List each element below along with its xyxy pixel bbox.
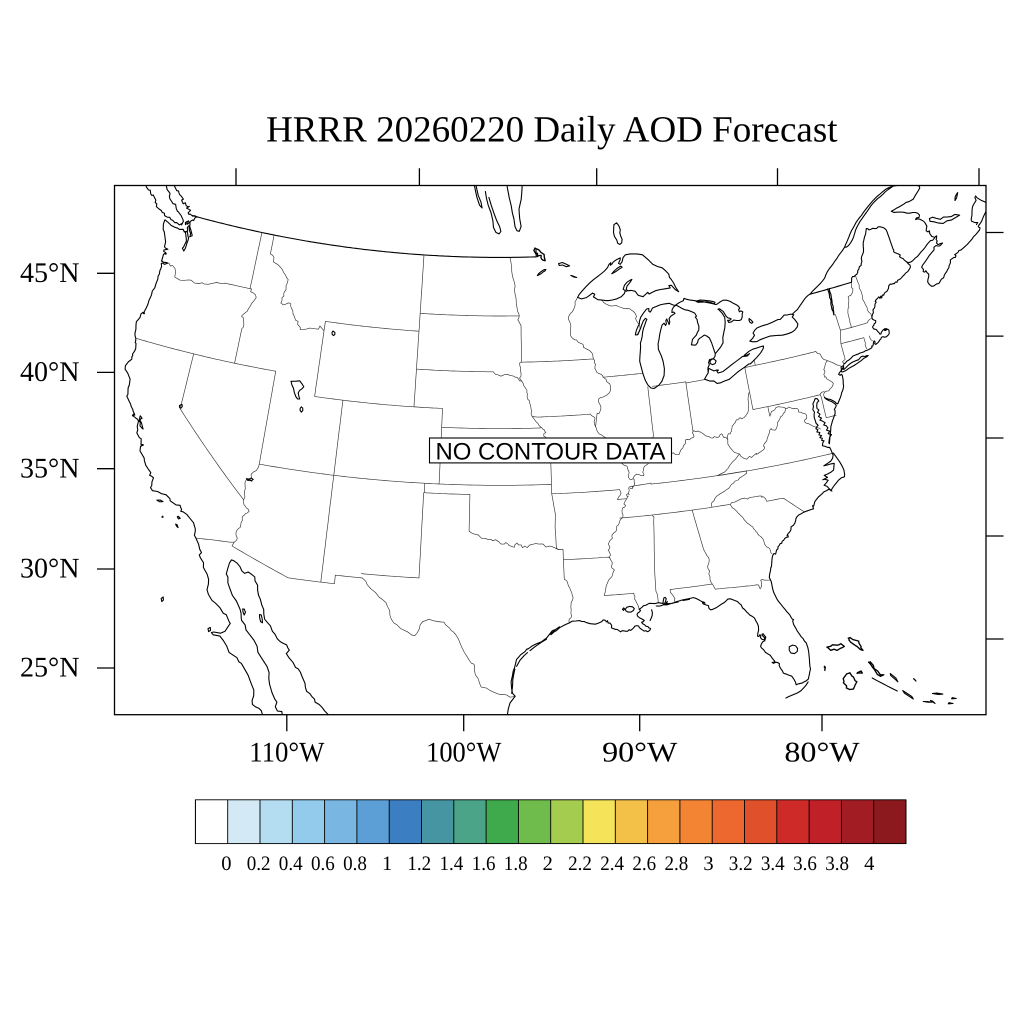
svg-text:3: 3 [703, 853, 713, 875]
svg-text:0.6: 0.6 [311, 853, 335, 875]
svg-text:0.2: 0.2 [247, 853, 271, 875]
svg-text:4: 4 [864, 853, 874, 875]
svg-text:1.8: 1.8 [504, 853, 528, 875]
svg-text:25°N: 25°N [20, 653, 80, 684]
svg-text:3.4: 3.4 [761, 853, 785, 875]
svg-text:2.4: 2.4 [600, 853, 624, 875]
svg-text:1.2: 1.2 [407, 853, 431, 875]
svg-text:NO CONTOUR DATA: NO CONTOUR DATA [436, 438, 666, 465]
svg-text:110°W: 110°W [249, 738, 324, 769]
svg-text:HRRR 20260220 Daily AOD Foreca: HRRR 20260220 Daily AOD Forecast [266, 110, 838, 151]
svg-text:0.8: 0.8 [343, 853, 367, 875]
svg-text:1: 1 [382, 853, 392, 875]
svg-text:1.6: 1.6 [472, 853, 496, 875]
svg-text:100°W: 100°W [426, 738, 501, 769]
svg-text:80°W: 80°W [784, 738, 859, 769]
svg-text:2: 2 [543, 853, 553, 875]
svg-text:1.4: 1.4 [440, 853, 464, 875]
svg-text:3.6: 3.6 [793, 853, 817, 875]
svg-text:35°N: 35°N [20, 453, 80, 484]
svg-text:90°W: 90°W [602, 738, 677, 769]
svg-text:3.2: 3.2 [729, 853, 753, 875]
svg-text:2.6: 2.6 [632, 853, 656, 875]
svg-text:0: 0 [221, 853, 231, 875]
svg-text:30°N: 30°N [20, 554, 80, 585]
svg-text:40°N: 40°N [20, 357, 80, 388]
svg-text:3.8: 3.8 [825, 853, 849, 875]
svg-text:0.4: 0.4 [279, 853, 303, 875]
svg-text:2.8: 2.8 [665, 853, 689, 875]
svg-text:2.2: 2.2 [568, 853, 592, 875]
svg-text:45°N: 45°N [20, 258, 80, 289]
